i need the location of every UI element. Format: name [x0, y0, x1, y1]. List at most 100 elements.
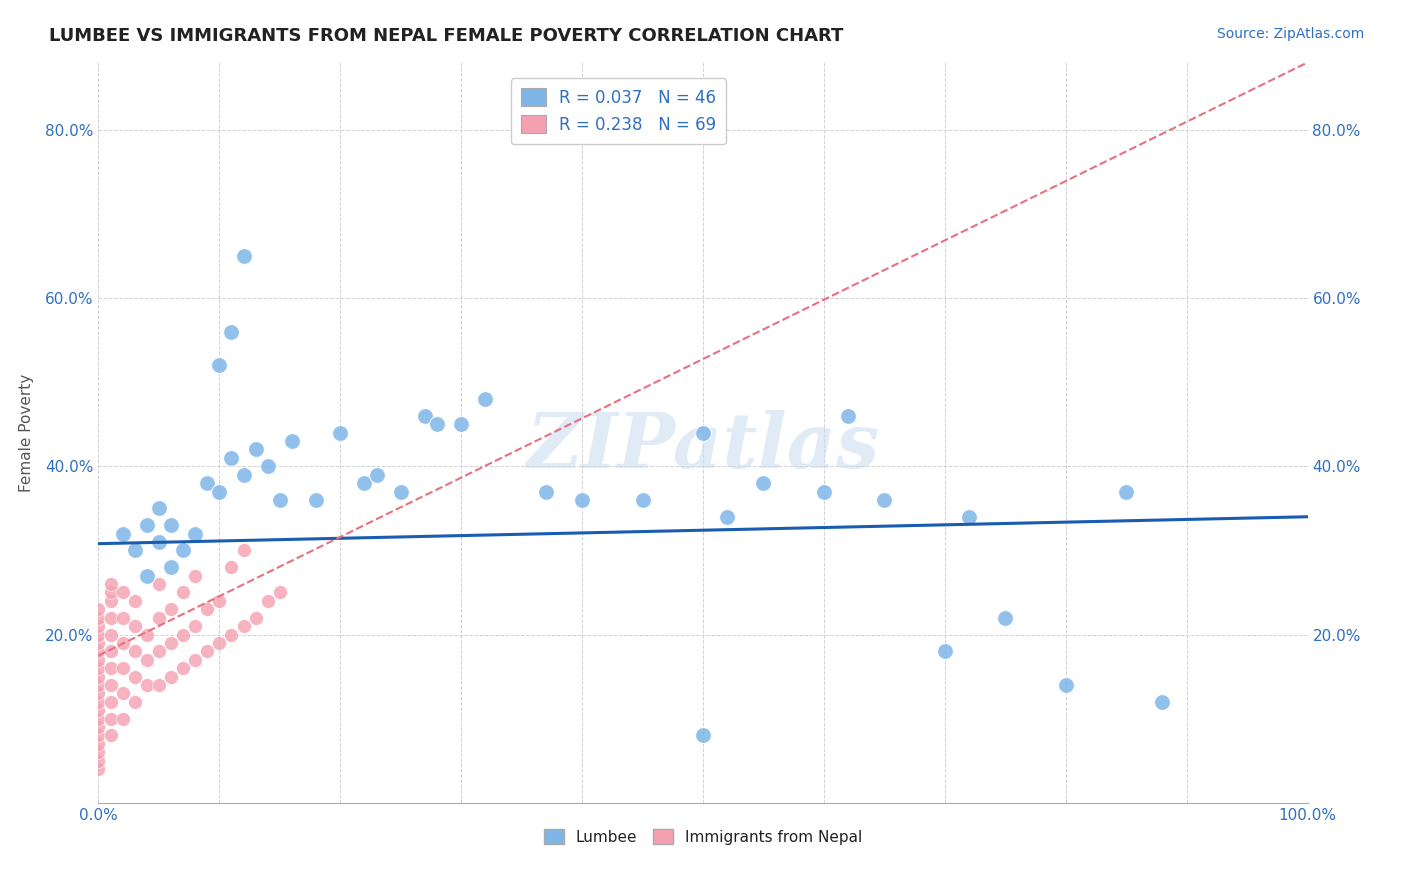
- Point: [256, 459, 278, 474]
- Point: [256, 594, 278, 608]
- Point: [148, 610, 170, 624]
- Point: [389, 484, 412, 499]
- Point: [353, 476, 375, 491]
- Point: [148, 644, 170, 658]
- Point: [269, 585, 291, 599]
- Legend: Lumbee, Immigrants from Nepal: Lumbee, Immigrants from Nepal: [537, 823, 869, 851]
- Point: [208, 484, 231, 499]
- Point: [111, 585, 134, 599]
- Point: [172, 543, 194, 558]
- Point: [232, 467, 254, 482]
- Point: [716, 509, 738, 524]
- Point: [100, 678, 122, 692]
- Point: [934, 644, 956, 658]
- Point: [87, 729, 110, 743]
- Point: [100, 594, 122, 608]
- Point: [100, 712, 122, 726]
- Point: [329, 425, 352, 440]
- Point: [135, 678, 157, 692]
- Point: [269, 492, 291, 507]
- Point: [135, 653, 157, 667]
- Point: [87, 644, 110, 658]
- Point: [160, 518, 183, 533]
- Point: [100, 585, 122, 599]
- Point: [232, 619, 254, 633]
- Point: [87, 602, 110, 616]
- Point: [111, 526, 134, 541]
- Y-axis label: Female Poverty: Female Poverty: [18, 374, 34, 491]
- Point: [148, 501, 170, 516]
- Point: [631, 492, 654, 507]
- Point: [87, 627, 110, 641]
- Point: [160, 636, 183, 650]
- Point: [692, 729, 714, 743]
- Point: [100, 644, 122, 658]
- Point: [450, 417, 472, 432]
- Point: [111, 636, 134, 650]
- Point: [221, 450, 243, 465]
- Point: [87, 762, 110, 776]
- Point: [184, 653, 207, 667]
- Point: [534, 484, 557, 499]
- Point: [100, 661, 122, 675]
- Point: [1152, 695, 1174, 709]
- Point: [813, 484, 835, 499]
- Point: [100, 729, 122, 743]
- Point: [1054, 678, 1077, 692]
- Point: [413, 409, 436, 423]
- Point: [124, 619, 146, 633]
- Point: [100, 610, 122, 624]
- Point: [692, 425, 714, 440]
- Point: [87, 712, 110, 726]
- Point: [148, 577, 170, 591]
- Point: [100, 627, 122, 641]
- Point: [148, 678, 170, 692]
- Point: [184, 619, 207, 633]
- Point: [87, 754, 110, 768]
- Point: [426, 417, 449, 432]
- Point: [87, 653, 110, 667]
- Point: [232, 249, 254, 263]
- Point: [195, 476, 218, 491]
- Point: [366, 467, 388, 482]
- Point: [87, 661, 110, 675]
- Point: [232, 543, 254, 558]
- Point: [305, 492, 328, 507]
- Point: [148, 535, 170, 549]
- Point: [111, 712, 134, 726]
- Point: [87, 745, 110, 759]
- Text: ZIPatlas: ZIPatlas: [526, 410, 880, 484]
- Point: [957, 509, 980, 524]
- Point: [245, 442, 267, 457]
- Point: [208, 359, 231, 373]
- Point: [873, 492, 896, 507]
- Point: [87, 619, 110, 633]
- Point: [111, 610, 134, 624]
- Point: [87, 636, 110, 650]
- Point: [195, 644, 218, 658]
- Point: [100, 695, 122, 709]
- Point: [87, 610, 110, 624]
- Point: [111, 686, 134, 700]
- Point: [124, 695, 146, 709]
- Point: [208, 636, 231, 650]
- Point: [195, 602, 218, 616]
- Point: [124, 543, 146, 558]
- Point: [87, 737, 110, 751]
- Point: [172, 627, 194, 641]
- Point: [100, 577, 122, 591]
- Point: [184, 568, 207, 582]
- Point: [124, 594, 146, 608]
- Point: [172, 585, 194, 599]
- Point: [87, 678, 110, 692]
- Point: [87, 695, 110, 709]
- Point: [160, 670, 183, 684]
- Point: [135, 518, 157, 533]
- Point: [474, 392, 496, 406]
- Point: [172, 661, 194, 675]
- Point: [87, 686, 110, 700]
- Point: [1115, 484, 1137, 499]
- Point: [752, 476, 775, 491]
- Point: [124, 670, 146, 684]
- Point: [87, 703, 110, 717]
